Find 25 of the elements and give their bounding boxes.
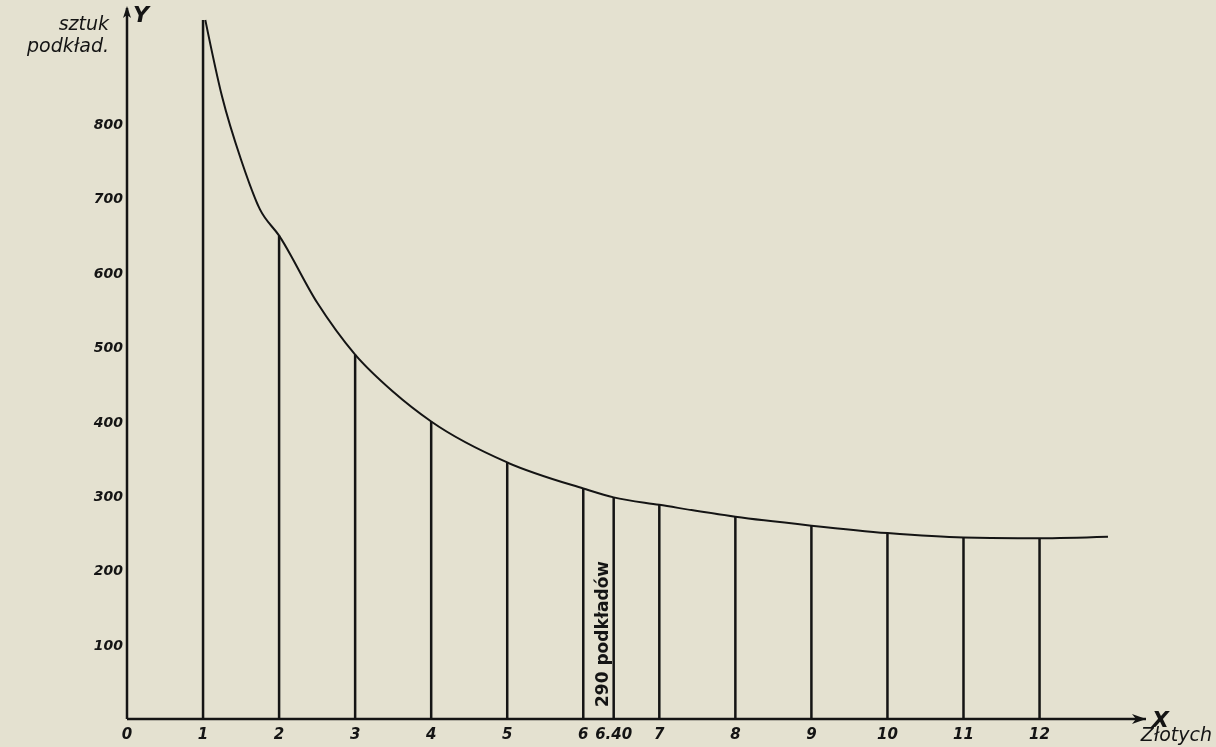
x-tick-label: 6.40 [595, 725, 633, 743]
x-tick-label: 8 [730, 725, 741, 743]
x-tick-label: 4 [424, 725, 437, 743]
y-tick-label: 300 [93, 487, 124, 504]
x-tick-label: 10 [877, 725, 898, 743]
x-tick-label: 1 [197, 725, 209, 743]
x-tick-label: 11 [953, 725, 974, 743]
y-axis-title: sztuk podkład. [26, 12, 110, 56]
x-tick-label: 2 [273, 725, 285, 743]
y-tick-label: 500 [93, 339, 124, 356]
y-tick-label: 100 [93, 636, 124, 653]
annotation: Y [133, 2, 151, 27]
x-tick-label: 6 [578, 725, 589, 743]
y-tick-label: 200 [93, 562, 124, 579]
y-tick-label: 400 [92, 413, 124, 430]
x-tick-label: 5 [502, 725, 513, 743]
y-tick-label: 600 [93, 264, 124, 281]
y-tick-label: 800 [93, 116, 124, 133]
x-tick-label: 7 [654, 725, 666, 743]
x-tick-label: 0 [121, 725, 133, 743]
x-tick-label: 9 [806, 725, 817, 743]
y-tick-label: 700 [93, 190, 124, 207]
x-tick-label: 3 [349, 725, 361, 743]
annotation: 290 podkładów [591, 560, 612, 707]
x-tick-label: 12 [1029, 725, 1050, 743]
